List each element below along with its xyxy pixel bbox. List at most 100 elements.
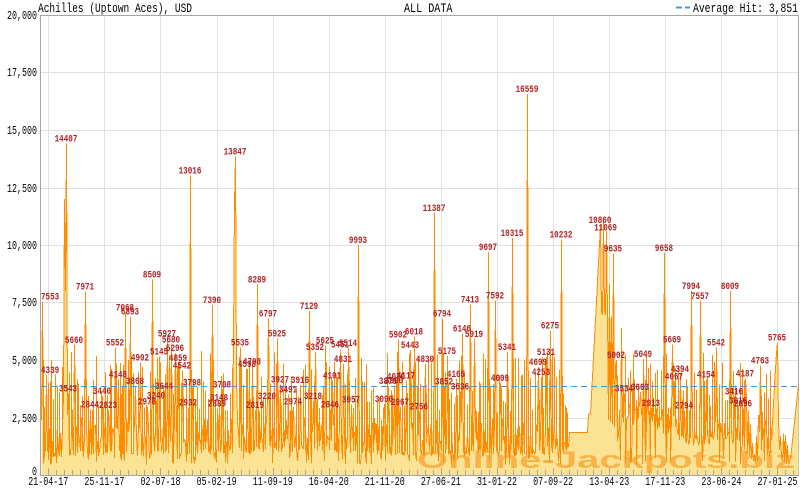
svg-text:14407: 14407 — [55, 135, 78, 146]
svg-text:7553: 7553 — [41, 292, 59, 303]
svg-text:16559: 16559 — [516, 85, 539, 96]
svg-text:20,000: 20,000 — [7, 9, 37, 23]
svg-text:7390: 7390 — [203, 296, 221, 307]
svg-text:5552: 5552 — [106, 338, 124, 349]
svg-text:4830: 4830 — [416, 355, 434, 366]
svg-text:3868: 3868 — [126, 377, 144, 388]
svg-text:5660: 5660 — [65, 336, 83, 347]
svg-text:21-11-20: 21-11-20 — [365, 475, 405, 489]
svg-text:9697: 9697 — [479, 243, 497, 254]
svg-text:4070: 4070 — [387, 372, 405, 383]
svg-text:ALL DATA: ALL DATA — [404, 2, 453, 16]
svg-text:8509: 8509 — [143, 270, 161, 281]
svg-text:7557: 7557 — [691, 292, 709, 303]
svg-text:7592: 7592 — [486, 291, 504, 302]
svg-text:13016: 13016 — [179, 167, 202, 178]
svg-text:7413: 7413 — [461, 296, 479, 307]
svg-text:5443: 5443 — [401, 341, 419, 352]
svg-text:11387: 11387 — [423, 204, 446, 215]
svg-text:4763: 4763 — [751, 357, 769, 368]
svg-text:2756: 2756 — [410, 403, 428, 414]
svg-text:10860: 10860 — [589, 216, 612, 227]
svg-text:2794: 2794 — [675, 402, 693, 413]
svg-text:12,500: 12,500 — [7, 182, 37, 196]
svg-text:5919: 5919 — [465, 330, 483, 341]
svg-text:3900: 3900 — [385, 376, 403, 387]
svg-text:3416: 3416 — [725, 387, 743, 398]
svg-text:10315: 10315 — [501, 229, 524, 240]
svg-text:07-09-22: 07-09-22 — [533, 475, 573, 489]
svg-text:2823: 2823 — [99, 401, 117, 412]
svg-text:5,000: 5,000 — [12, 354, 37, 368]
svg-text:4699: 4699 — [529, 358, 547, 369]
svg-text:6893: 6893 — [121, 308, 139, 319]
svg-text:4542: 4542 — [173, 362, 191, 373]
svg-text:2846: 2846 — [321, 401, 339, 412]
svg-text:3016: 3016 — [729, 397, 747, 408]
svg-text:2932: 2932 — [179, 399, 197, 410]
svg-text:3636: 3636 — [451, 382, 469, 393]
svg-text:8009: 8009 — [721, 282, 739, 293]
svg-text:7971: 7971 — [76, 283, 94, 294]
svg-text:16-04-20: 16-04-20 — [309, 475, 349, 489]
svg-text:9993: 9993 — [349, 236, 367, 247]
svg-text:11-09-19: 11-09-19 — [253, 475, 293, 489]
svg-text:11069: 11069 — [594, 224, 617, 235]
svg-text:3440: 3440 — [93, 387, 111, 398]
svg-text:5680: 5680 — [162, 335, 180, 346]
svg-text:3798: 3798 — [183, 379, 201, 390]
svg-text:5542: 5542 — [707, 339, 725, 350]
svg-text:3543: 3543 — [59, 385, 77, 396]
svg-text:4708: 4708 — [243, 358, 261, 369]
svg-text:5925: 5925 — [268, 330, 286, 341]
svg-text:13-04-23: 13-04-23 — [589, 475, 629, 489]
svg-text:2913: 2913 — [642, 399, 660, 410]
svg-text:6146: 6146 — [453, 325, 471, 336]
svg-text:4859: 4859 — [169, 354, 187, 365]
svg-text:5902: 5902 — [389, 330, 407, 341]
svg-text:3148: 3148 — [210, 394, 228, 405]
svg-text:10232: 10232 — [550, 231, 573, 242]
svg-text:5175: 5175 — [438, 347, 456, 358]
svg-text:3534: 3534 — [615, 385, 633, 396]
svg-text:7129: 7129 — [300, 302, 318, 313]
svg-text:6018: 6018 — [405, 328, 423, 339]
svg-text:2978: 2978 — [138, 398, 156, 409]
svg-text:3220: 3220 — [258, 392, 276, 403]
svg-text:3916: 3916 — [291, 376, 309, 387]
svg-text:3218: 3218 — [304, 392, 322, 403]
svg-text:3927: 3927 — [271, 376, 289, 387]
svg-text:5049: 5049 — [634, 350, 652, 361]
svg-text:5296: 5296 — [166, 344, 184, 355]
svg-text:2967: 2967 — [391, 398, 409, 409]
svg-text:02-07-18: 02-07-18 — [141, 475, 181, 489]
svg-text:23-06-24: 23-06-24 — [701, 475, 741, 489]
svg-text:2,500: 2,500 — [12, 412, 37, 426]
svg-text:3603: 3603 — [631, 383, 649, 394]
svg-text:4101: 4101 — [323, 372, 341, 383]
svg-text:3096: 3096 — [375, 395, 393, 406]
svg-text:9658: 9658 — [655, 244, 673, 255]
svg-text:25-11-17: 25-11-17 — [84, 475, 124, 489]
svg-text:21-04-17: 21-04-17 — [28, 475, 68, 489]
svg-text:4394: 4394 — [671, 365, 689, 376]
svg-text:4598: 4598 — [238, 360, 256, 371]
svg-text:2889: 2889 — [208, 400, 226, 411]
svg-text:31-01-22: 31-01-22 — [477, 475, 517, 489]
svg-text:3852: 3852 — [435, 377, 453, 388]
svg-text:7068: 7068 — [116, 303, 134, 314]
svg-text:13847: 13847 — [224, 148, 247, 159]
svg-text:Achilles (Uptown Aces), USD: Achilles (Uptown Aces), USD — [38, 2, 192, 16]
svg-text:10,000: 10,000 — [7, 239, 37, 253]
svg-text:4339: 4339 — [41, 366, 59, 377]
svg-text:5625: 5625 — [316, 337, 334, 348]
svg-text:4009: 4009 — [491, 374, 509, 385]
svg-text:6797: 6797 — [259, 310, 277, 321]
svg-text:6275: 6275 — [541, 322, 559, 333]
svg-text:5145: 5145 — [150, 348, 168, 359]
svg-text:4165: 4165 — [447, 370, 465, 381]
svg-text:4154: 4154 — [697, 371, 715, 382]
svg-text:2974: 2974 — [284, 398, 302, 409]
svg-text:5927: 5927 — [158, 330, 176, 341]
svg-text:Average Hit: 3,851: Average Hit: 3,851 — [693, 2, 798, 16]
